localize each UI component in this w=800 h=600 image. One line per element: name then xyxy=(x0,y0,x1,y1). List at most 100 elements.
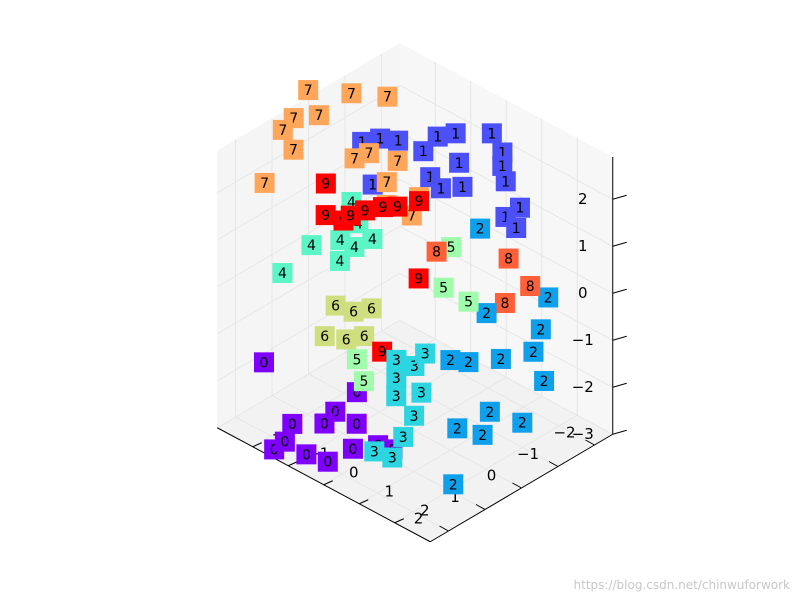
point-marker-9: 9 xyxy=(340,205,361,226)
point-label: 0 xyxy=(331,405,340,421)
point-label: 0 xyxy=(348,442,357,458)
point-label: 2 xyxy=(464,355,473,371)
point-square xyxy=(413,141,434,162)
point-label: 7 xyxy=(382,175,391,191)
point-marker-7: 7 xyxy=(308,105,329,126)
point-square xyxy=(408,268,429,289)
point-label: 2 xyxy=(496,352,505,368)
point-square xyxy=(340,205,361,226)
point-label: 6 xyxy=(349,305,358,321)
point-square xyxy=(346,413,367,434)
point-marker-7: 7 xyxy=(387,150,408,171)
point-label: 7 xyxy=(260,176,269,192)
y-tick-mark xyxy=(288,461,298,467)
grid-line xyxy=(217,84,614,200)
point-label: 8 xyxy=(504,252,513,268)
point-label: 1 xyxy=(512,221,521,237)
point-label: 3 xyxy=(370,444,379,460)
point-label: 2 xyxy=(544,290,553,306)
point-marker-8: 8 xyxy=(426,241,447,262)
point-marker-9: 9 xyxy=(315,173,336,194)
point-square xyxy=(430,178,451,199)
z-tick-mark xyxy=(612,382,627,388)
point-marker-0: 0 xyxy=(282,413,303,434)
point-marker-2: 2 xyxy=(458,352,479,373)
point-square xyxy=(354,326,375,347)
point-label: 3 xyxy=(410,359,419,375)
point-marker-5: 5 xyxy=(433,277,454,298)
point-marker-0: 0 xyxy=(274,431,295,452)
point-label: 7 xyxy=(289,143,298,159)
point-marker-1: 1 xyxy=(430,178,451,199)
point-square xyxy=(308,105,329,126)
point-label: 9 xyxy=(321,177,330,193)
point-marker-4: 4 xyxy=(362,229,383,249)
point-marker-7: 7 xyxy=(283,139,304,160)
point-label: 9 xyxy=(379,200,388,216)
x-tick-label: 2 xyxy=(414,510,424,528)
point-square xyxy=(388,130,409,151)
point-marker-1: 1 xyxy=(481,123,502,144)
grid-line xyxy=(394,414,578,524)
point-square xyxy=(387,196,408,217)
point-square xyxy=(506,218,527,238)
point-label: 0 xyxy=(288,417,297,433)
point-marker-2: 2 xyxy=(538,287,559,308)
point-marker-0: 0 xyxy=(346,413,367,434)
z-tick-label: −3 xyxy=(572,425,594,443)
y-tick-label: 1 xyxy=(384,482,394,500)
point-label: 2 xyxy=(536,322,545,338)
point-label: 3 xyxy=(392,389,401,405)
point-square xyxy=(481,123,502,144)
point-square xyxy=(283,139,304,160)
point-label: 7 xyxy=(364,146,373,162)
point-square xyxy=(404,405,425,426)
point-label: 6 xyxy=(367,301,376,317)
x-tick-mark xyxy=(439,525,449,532)
point-marker-7: 7 xyxy=(344,148,365,169)
x-tick-mark xyxy=(585,439,595,446)
point-marker-3: 3 xyxy=(411,382,432,403)
point-label: 5 xyxy=(359,374,368,390)
point-label: 8 xyxy=(526,279,535,295)
z-tick-mark xyxy=(612,429,627,435)
point-square xyxy=(443,474,464,495)
x-tick-label: −1 xyxy=(517,445,539,463)
point-label: 0 xyxy=(352,385,361,401)
point-label: 1 xyxy=(455,156,464,172)
point-label: 1 xyxy=(515,201,524,217)
point-label: 4 xyxy=(307,238,316,254)
point-label: 7 xyxy=(314,108,323,124)
point-marker-6: 6 xyxy=(361,298,382,319)
point-marker-4: 4 xyxy=(301,235,322,256)
point-marker-0: 0 xyxy=(342,438,363,459)
point-label: 9 xyxy=(346,209,355,225)
point-square xyxy=(314,326,335,347)
point-label: 5 xyxy=(439,281,448,297)
point-label: 1 xyxy=(426,170,435,186)
x-tick-label: −2 xyxy=(553,424,575,442)
point-square xyxy=(523,341,544,362)
point-marker-2: 2 xyxy=(447,418,468,439)
point-marker-2: 2 xyxy=(490,348,511,369)
point-label: 0 xyxy=(270,442,279,458)
x-tick-mark xyxy=(512,482,522,489)
point-label: 9 xyxy=(415,194,424,210)
point-label: 3 xyxy=(421,347,430,363)
point-square xyxy=(449,152,470,173)
point-square xyxy=(364,441,385,462)
point-label: 3 xyxy=(417,386,426,402)
point-marker-2: 2 xyxy=(476,303,497,324)
point-label: 3 xyxy=(410,409,419,425)
point-label: 2 xyxy=(446,353,455,369)
point-label: 3 xyxy=(399,430,408,446)
point-label: 1 xyxy=(358,135,367,151)
point-square xyxy=(476,303,497,324)
point-marker-1: 1 xyxy=(445,123,466,144)
point-label: 1 xyxy=(419,144,428,160)
point-label: 7 xyxy=(350,151,359,167)
point-label: 5 xyxy=(352,352,361,368)
y-tick-mark xyxy=(323,480,333,486)
point-marker-3: 3 xyxy=(364,441,385,462)
point-marker-2: 2 xyxy=(534,370,555,391)
